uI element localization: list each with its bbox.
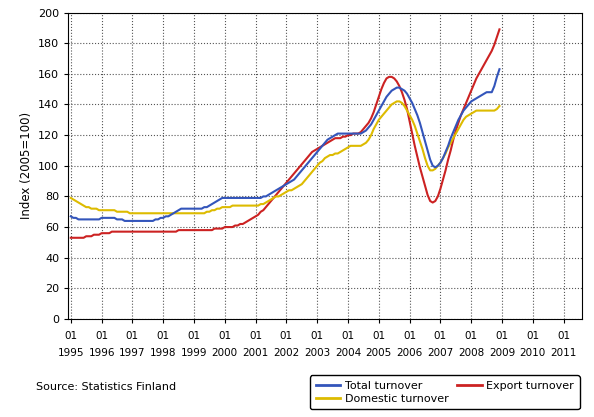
- Legend: Total turnover, Domestic turnover, Export turnover: Total turnover, Domestic turnover, Expor…: [310, 375, 580, 409]
- Text: 01: 01: [249, 331, 262, 341]
- Text: 01: 01: [157, 331, 170, 341]
- Text: 2002: 2002: [273, 348, 299, 358]
- Text: 2005: 2005: [366, 348, 392, 358]
- Text: 01: 01: [372, 331, 386, 341]
- Text: 01: 01: [403, 331, 416, 341]
- Text: 2004: 2004: [335, 348, 361, 358]
- Text: Source: Statistics Finland: Source: Statistics Finland: [36, 382, 176, 392]
- Text: 2006: 2006: [396, 348, 423, 358]
- Text: 01: 01: [342, 331, 355, 341]
- Text: 01: 01: [557, 331, 570, 341]
- Text: 2003: 2003: [304, 348, 330, 358]
- Text: 1999: 1999: [181, 348, 207, 358]
- Text: 01: 01: [465, 331, 478, 341]
- Text: 01: 01: [434, 331, 447, 341]
- Text: 2011: 2011: [551, 348, 577, 358]
- Text: 2010: 2010: [520, 348, 546, 358]
- Text: 01: 01: [280, 331, 293, 341]
- Text: 01: 01: [95, 331, 108, 341]
- Text: 01: 01: [526, 331, 539, 341]
- Text: 2000: 2000: [211, 348, 238, 358]
- Text: 01: 01: [64, 331, 77, 341]
- Text: 2007: 2007: [427, 348, 454, 358]
- Text: 01: 01: [126, 331, 139, 341]
- Text: 01: 01: [188, 331, 201, 341]
- Text: 1996: 1996: [89, 348, 115, 358]
- Text: 1998: 1998: [150, 348, 176, 358]
- Text: 1995: 1995: [58, 348, 84, 358]
- Text: 01: 01: [495, 331, 508, 341]
- Text: 01: 01: [311, 331, 324, 341]
- Text: 2001: 2001: [242, 348, 268, 358]
- Text: 2008: 2008: [458, 348, 484, 358]
- Text: 1997: 1997: [119, 348, 146, 358]
- Y-axis label: Index (2005=100): Index (2005=100): [20, 112, 33, 219]
- Text: 2009: 2009: [489, 348, 515, 358]
- Text: 01: 01: [218, 331, 231, 341]
